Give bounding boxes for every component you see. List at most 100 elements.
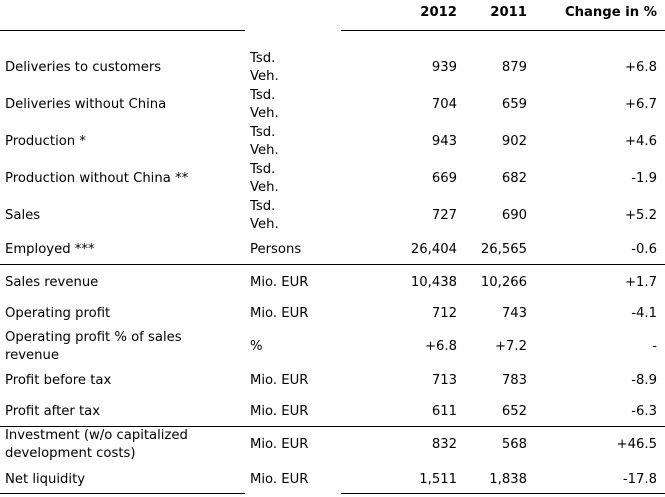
row-unit-line: Veh. — [250, 69, 279, 84]
row-label-line: Operating profit — [5, 306, 111, 321]
value-2012: 1,511 — [419, 471, 457, 489]
row-unit: Mio. EUR — [250, 403, 330, 421]
value-2011-line: 10,266 — [480, 275, 527, 290]
value-2012: 611 — [432, 403, 457, 421]
value-2012: 727 — [432, 207, 457, 225]
value-2012-line: 611 — [431, 404, 457, 419]
table-row: Deliveries to customers Tsd. Veh. 939 879 +6.… — [0, 50, 665, 86]
value-change: +46.5 — [617, 436, 657, 454]
row-label: Employed *** — [5, 241, 245, 259]
value-2012-line: +6.8 — [424, 339, 457, 354]
value-change-line: -1.9 — [631, 171, 657, 186]
value-change-line: - — [652, 339, 657, 354]
value-2012: 832 — [432, 436, 457, 454]
value-2011: 902 — [502, 133, 527, 151]
value-2011-line: 682 — [501, 171, 527, 186]
row-unit-line: Tsd. — [250, 88, 276, 103]
value-2011: 10,266 — [481, 274, 527, 292]
value-2011-line: 902 — [501, 134, 527, 149]
value-2012: 713 — [432, 372, 457, 390]
value-change: -4.1 — [631, 305, 657, 323]
row-unit-line: Tsd. — [250, 51, 276, 66]
table-row: Profit after tax Mio. EUR 611 652 -6.3 — [0, 400, 665, 424]
value-2011-line: 652 — [501, 404, 527, 419]
row-unit-line: Tsd. — [250, 125, 276, 140]
value-2011-line: 783 — [501, 373, 527, 388]
table-row: Employed *** Persons 26,404 26,565 -0.6 — [0, 238, 665, 262]
header-2012: 2012 — [420, 5, 457, 20]
value-change-line: +46.5 — [616, 437, 657, 452]
value-change: +5.2 — [625, 207, 657, 225]
table-row: Investment (w/o capitalized development c… — [0, 427, 665, 463]
row-unit: Tsd. Veh. — [250, 124, 330, 160]
value-change: - — [652, 338, 657, 356]
value-2012-line: 943 — [431, 134, 457, 149]
value-2012-line: 10,438 — [410, 275, 457, 290]
value-change-line: +4.6 — [624, 134, 657, 149]
row-label: Production without China ** — [5, 170, 245, 188]
value-2012: 943 — [432, 133, 457, 151]
value-change-line: -8.9 — [631, 373, 657, 388]
row-unit-line: Persons — [250, 242, 302, 257]
value-change-line: +5.2 — [624, 208, 657, 223]
value-2011: +7.2 — [495, 338, 527, 356]
value-2012: 669 — [432, 170, 457, 188]
value-change-line: +6.8 — [624, 60, 657, 75]
value-2012-line: 832 — [431, 437, 457, 452]
row-unit: Tsd. Veh. — [250, 198, 330, 234]
table-row: Net liquidity Mio. EUR 1,511 1,838 -17.8 — [0, 468, 665, 492]
row-unit-line: Mio. EUR — [250, 275, 309, 290]
row-label-line: Deliveries without China — [5, 97, 167, 112]
row-unit: Mio. EUR — [250, 471, 330, 489]
value-change: -0.6 — [631, 241, 657, 259]
value-2011-line: 568 — [501, 437, 527, 452]
row-label: Investment (w/o capitalized development c… — [5, 427, 245, 463]
header-row: 2012 2011 Change in % — [0, 0, 665, 30]
row-label-line: Employed *** — [5, 242, 95, 257]
row-label-line: Sales — [5, 208, 41, 223]
value-change-line: -4.1 — [631, 306, 657, 321]
value-2011: 659 — [502, 96, 527, 114]
row-label: Production * — [5, 133, 245, 151]
value-2011: 743 — [502, 305, 527, 323]
row-label-line: development costs) — [5, 446, 136, 461]
row-unit: Mio. EUR — [250, 274, 330, 292]
row-label: Profit before tax — [5, 372, 245, 390]
value-2011-line: 690 — [501, 208, 527, 223]
row-unit: Tsd. Veh. — [250, 50, 330, 86]
value-2011: 568 — [502, 436, 527, 454]
value-2011-line: 879 — [501, 60, 527, 75]
table-row: Sales revenue Mio. EUR 10,438 10,266 +1.7 — [0, 271, 665, 295]
value-2011: 879 — [502, 59, 527, 77]
row-label: Sales — [5, 207, 245, 225]
row-unit-line: Mio. EUR — [250, 472, 309, 487]
row-label: Deliveries to customers — [5, 59, 245, 77]
value-2012-line: 1,511 — [419, 472, 457, 487]
row-unit: Mio. EUR — [250, 436, 330, 454]
value-2011-line: 26,565 — [480, 242, 527, 257]
row-label-line: Production without China ** — [5, 171, 189, 186]
row-label-line: Deliveries to customers — [5, 60, 162, 75]
value-2012: +6.8 — [425, 338, 457, 356]
table-row: Profit before tax Mio. EUR 713 783 -8.9 — [0, 369, 665, 393]
row-unit-line: Veh. — [250, 143, 279, 158]
value-2011: 1,838 — [489, 471, 527, 489]
value-change-line: -17.8 — [622, 472, 657, 487]
value-change-line: +1.7 — [624, 275, 657, 290]
value-2011-line: 659 — [501, 97, 527, 112]
value-change-line: +6.7 — [624, 97, 657, 112]
value-2011: 690 — [502, 207, 527, 225]
value-change: +6.8 — [625, 59, 657, 77]
row-label-line: Operating profit % of sales — [5, 330, 182, 345]
section-divider-1 — [0, 264, 665, 265]
value-2012: 704 — [432, 96, 457, 114]
value-2011: 26,565 — [481, 241, 527, 259]
value-2012-line: 713 — [431, 373, 457, 388]
value-2011: 682 — [502, 170, 527, 188]
row-label-line: Profit before tax — [5, 373, 112, 388]
value-2011-line: +7.2 — [494, 339, 527, 354]
value-2012: 939 — [432, 59, 457, 77]
row-unit: Tsd. Veh. — [250, 87, 330, 123]
row-unit: Mio. EUR — [250, 305, 330, 323]
row-label: Profit after tax — [5, 403, 245, 421]
